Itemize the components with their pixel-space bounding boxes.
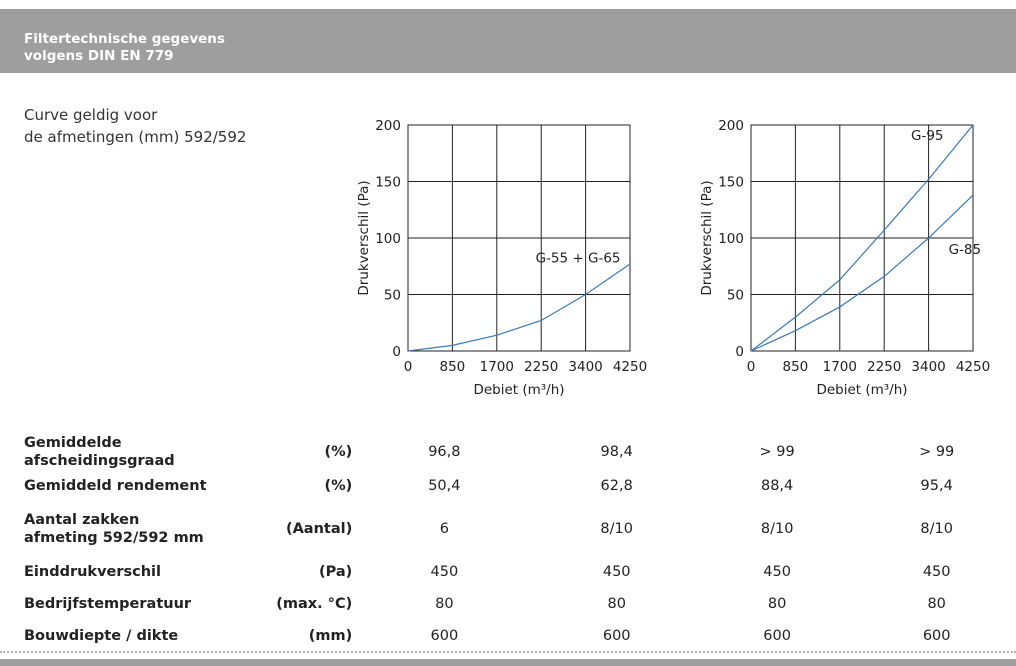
- curve-note: Curve geldig voor de afmetingen (mm) 592…: [24, 104, 246, 148]
- row-label: Gemiddelde afscheidingsgraad: [24, 435, 175, 469]
- x-tick-label: 4250: [956, 359, 990, 375]
- row-unit: (mm): [308, 628, 353, 644]
- y-axis-label: Drukverschil (Pa): [356, 180, 372, 295]
- x-tick-label: 4250: [613, 359, 647, 375]
- curve-note-line2: de afmetingen (mm) 592/592: [24, 128, 247, 146]
- table-cell: 600: [763, 628, 791, 644]
- x-tick-label: 2250: [867, 359, 901, 375]
- section-header: Filtertechnische gegevens volgens DIN EN…: [0, 9, 1016, 73]
- table-cell: 80: [607, 596, 626, 612]
- table-row: Gemiddeld rendement (%) 50,4 62,8 88,4 9…: [24, 470, 1016, 502]
- row-label: Aantal zakken afmeting 592/592 mm: [24, 502, 276, 556]
- y-tick-label: 50: [727, 288, 744, 304]
- table-row: Bedrijfstemperatuur (max. °C) 80 80 80 8…: [24, 588, 1016, 620]
- row-unit: (Aantal): [285, 521, 353, 537]
- table-cell: 96,8: [428, 444, 461, 460]
- y-tick-label: 150: [718, 175, 744, 191]
- x-tick-label: 3400: [911, 359, 945, 375]
- specs-table: Gemiddelde afscheidingsgraad (%) 96,8 98…: [24, 434, 1016, 652]
- table-cell: 50,4: [428, 478, 461, 494]
- x-tick-label: 1700: [480, 359, 514, 375]
- plot-frame: [407, 124, 631, 352]
- row-label: Einddrukverschil: [24, 564, 161, 580]
- y-tick-label: 200: [375, 118, 401, 134]
- series-label: G-85: [949, 242, 982, 258]
- x-tick-label: 850: [440, 359, 466, 375]
- table-cell: 80: [927, 596, 946, 612]
- table-cell: 8/10: [600, 521, 633, 537]
- y-tick-label: 100: [718, 231, 744, 247]
- y-tick-label: 50: [384, 288, 401, 304]
- header-title-line2: volgens DIN EN 779: [24, 48, 174, 64]
- row-unit: (%): [324, 478, 353, 494]
- x-axis-label: Debiet (m³/h): [473, 382, 564, 398]
- y-tick-label: 150: [375, 175, 401, 191]
- series-label: G-95: [911, 128, 944, 144]
- series-line: [750, 124, 974, 352]
- table-cell: 6: [439, 521, 449, 537]
- pressure-chart-right: 0 50 100 150 200 0 850 1700 2250 3400 4250 Debiet (…: [699, 118, 990, 398]
- row-label-line1: Aantal zakken: [24, 512, 140, 528]
- table-cell: 62,8: [600, 478, 633, 494]
- row-unit: (%): [324, 444, 353, 460]
- table-cell: > 99: [919, 444, 955, 460]
- x-tick-label: 0: [404, 359, 413, 375]
- series-line: [407, 263, 631, 352]
- y-axis-label: Drukverschil (Pa): [699, 180, 715, 295]
- plot-frame: [750, 124, 974, 352]
- y-tick-label: 0: [392, 344, 401, 360]
- table-row: Aantal zakken afmeting 592/592 mm (Aanta…: [24, 502, 1016, 556]
- row-label: Bedrijfstemperatuur: [24, 596, 192, 612]
- row-unit: (Pa): [318, 564, 353, 580]
- table-cell: 450: [602, 564, 631, 580]
- series-line: [750, 194, 974, 352]
- x-tick-label: 1700: [823, 359, 857, 375]
- y-tick-label: 100: [375, 231, 401, 247]
- row-unit: (max. °C): [276, 596, 353, 612]
- top-strip: [0, 0, 1016, 9]
- footer-bar: [0, 659, 1016, 666]
- table-row: Einddrukverschil (Pa) 450 450 450 450: [24, 556, 1016, 588]
- row-label: Bouwdiepte / dikte: [24, 628, 179, 644]
- table-cell: 80: [435, 596, 454, 612]
- y-tick-label: 200: [718, 118, 744, 134]
- table-cell: 95,4: [920, 478, 953, 494]
- table-cell: 80: [767, 596, 787, 612]
- table-cell: 88,4: [760, 478, 794, 494]
- table-cell: 8/10: [760, 521, 794, 537]
- table-row: Gemiddelde afscheidingsgraad (%) 96,8 98…: [24, 434, 1016, 470]
- y-tick-label: 0: [735, 344, 744, 360]
- table-cell: 450: [763, 564, 791, 580]
- row-label: Gemiddeld rendement: [24, 478, 207, 494]
- table-cell: 98,4: [600, 444, 633, 460]
- x-tick-label: 3400: [568, 359, 602, 375]
- pressure-chart-left: 0 50 100 150 200 0 850 1700 2250 3400 4250 Debiet (…: [356, 118, 647, 398]
- table-cell: 600: [602, 628, 631, 644]
- series-label: G-55 + G-65: [536, 251, 621, 267]
- header-title-line1: Filtertechnische gegevens: [24, 31, 225, 47]
- x-tick-label: 2250: [524, 359, 558, 375]
- x-tick-label: 0: [747, 359, 756, 375]
- table-cell: 450: [922, 564, 951, 580]
- x-tick-label: 850: [783, 359, 809, 375]
- curve-note-line1: Curve geldig voor: [24, 106, 158, 124]
- dotted-divider: [0, 651, 1016, 653]
- table-cell: 600: [922, 628, 951, 644]
- row-label-line2: afmeting 592/592 mm: [24, 530, 204, 546]
- table-cell: 8/10: [920, 521, 953, 537]
- table-row: Bouwdiepte / dikte (mm) 600 600 600 600: [24, 620, 1016, 652]
- table-cell: > 99: [759, 444, 795, 460]
- table-cell: 600: [430, 628, 459, 644]
- x-axis-label: Debiet (m³/h): [816, 382, 907, 398]
- table-cell: 450: [430, 564, 459, 580]
